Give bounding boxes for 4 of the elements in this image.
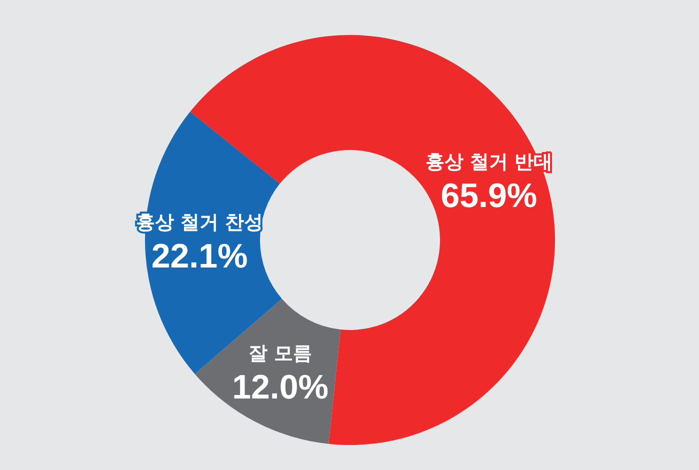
data-label: 12.0% [232,368,328,406]
data-label: 65.9% [440,177,538,216]
slice-label: 잘 모름 [248,342,312,364]
data-label: 22.1% [151,238,248,276]
